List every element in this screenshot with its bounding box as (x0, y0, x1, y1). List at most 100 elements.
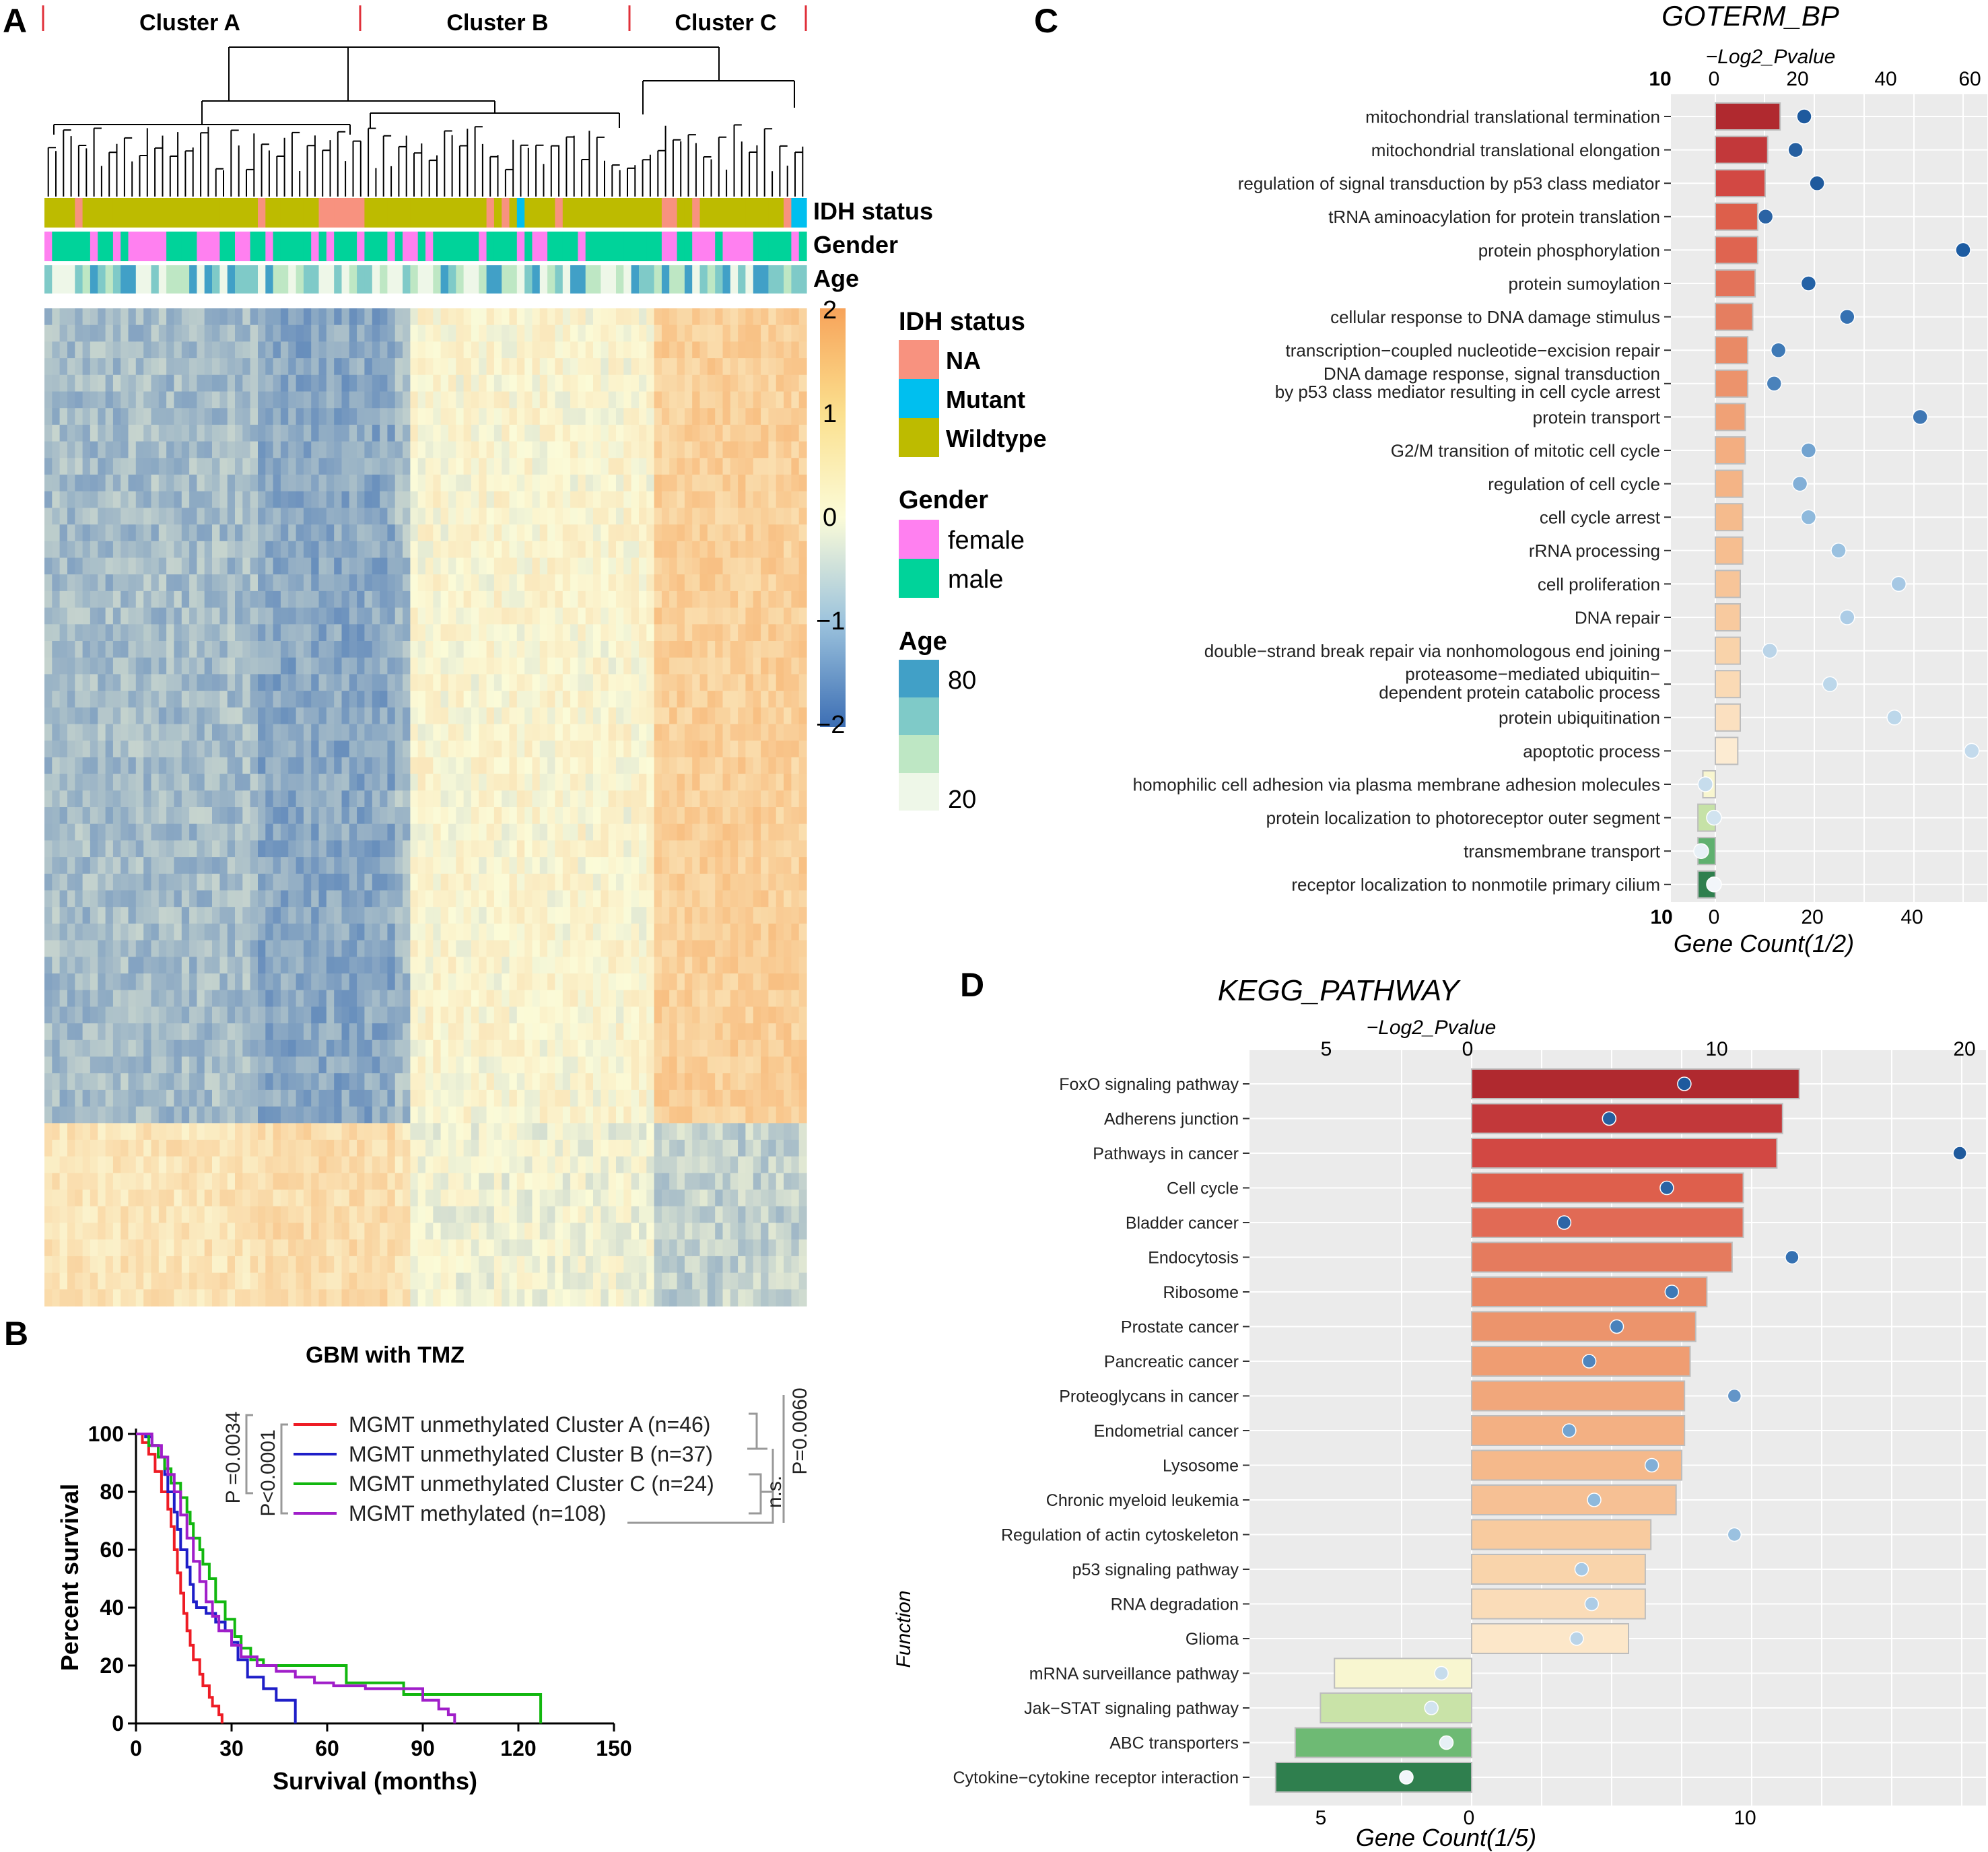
heatmap-cell (174, 1023, 182, 1041)
heatmap-cell (296, 907, 304, 924)
heatmap-cell (189, 341, 197, 359)
heatmap-cell (181, 1223, 190, 1240)
heatmap-cell (364, 823, 373, 841)
heatmap-cell (151, 475, 160, 492)
heatmap-cell (219, 641, 228, 658)
heatmap-cell (250, 1089, 259, 1107)
heatmap-cell (502, 491, 510, 508)
heatmap-cell (539, 557, 548, 575)
heatmap-cell (456, 990, 465, 1007)
heatmap-cell (52, 1056, 61, 1074)
heatmap-cell (82, 707, 91, 725)
heatmap-cell (456, 524, 465, 542)
heatmap-cell (570, 341, 578, 359)
heatmap-cell (448, 624, 456, 642)
heatmap-cell (219, 957, 228, 974)
gender-track-cell (242, 232, 251, 261)
heatmap-cell (471, 907, 479, 924)
heatmap-cell (151, 907, 160, 924)
heatmap-cell (197, 724, 205, 741)
heatmap-cell (326, 1123, 335, 1140)
heatmap-cell (204, 607, 213, 625)
heatmap-cell (181, 1156, 190, 1173)
heatmap-cell (204, 1256, 213, 1274)
heatmap-cell (135, 1006, 144, 1024)
heatmap-cell (417, 508, 426, 525)
heatmap-cell (326, 524, 335, 542)
heatmap-cell (44, 907, 53, 924)
heatmap-cell (410, 823, 419, 841)
heatmap-cell (433, 823, 442, 841)
heatmap-cell (105, 873, 114, 891)
heatmap-cell (463, 541, 472, 559)
heatmap-cell (75, 823, 83, 841)
heatmap-cell (98, 1073, 106, 1091)
idh-track-cell (440, 198, 449, 228)
heatmap-cell (227, 1206, 236, 1224)
heatmap-cell (318, 1006, 327, 1024)
heatmap-cell (562, 1073, 571, 1091)
heatmap-cell (502, 1206, 510, 1224)
heatmap-cell (75, 873, 83, 891)
heatmap-cell (250, 491, 259, 508)
heatmap-cell (121, 308, 129, 326)
heatmap-cell (539, 1289, 548, 1307)
idh-track-cell (258, 198, 266, 228)
heatmap-cell (616, 1206, 624, 1224)
heatmap-cell (524, 391, 533, 409)
heatmap-cell (395, 724, 403, 741)
gender-track-cell (174, 232, 182, 261)
heatmap-cell (181, 1206, 190, 1224)
heatmap-cell (235, 1173, 243, 1190)
heatmap-cell (578, 990, 586, 1007)
heatmap-cell (403, 524, 411, 542)
heatmap-cell (433, 524, 442, 542)
heatmap-cell (601, 840, 609, 858)
heatmap-cell (456, 1006, 465, 1024)
heatmap-cell (357, 857, 365, 874)
heatmap-cell (143, 674, 152, 691)
heatmap-cell (509, 1123, 518, 1140)
heatmap-cell (181, 1023, 190, 1041)
age-track-cell (471, 265, 479, 294)
heatmap-cell (242, 541, 251, 559)
heatmap-cell (219, 1089, 228, 1107)
heatmap-cell (158, 657, 167, 675)
heatmap-cell (280, 308, 289, 326)
heatmap-cell (357, 475, 365, 492)
heatmap-cell (547, 774, 555, 791)
heatmap-cell (128, 308, 137, 326)
heatmap-cell (326, 508, 335, 525)
heatmap-cell (158, 674, 167, 691)
heatmap-cell (158, 1089, 167, 1107)
heatmap-cell (181, 1073, 190, 1091)
age-track-cell (112, 265, 121, 294)
heatmap-cell (456, 957, 465, 974)
heatmap-cell (578, 857, 586, 874)
heatmap-cell (623, 857, 632, 874)
heatmap-cell (128, 541, 137, 559)
idh-track-cell (250, 198, 259, 228)
heatmap-cell (349, 674, 357, 691)
heatmap-cell (532, 890, 541, 907)
heatmap-cell (357, 840, 365, 858)
heatmap-cell (151, 1289, 160, 1307)
heatmap-cell (227, 1006, 236, 1024)
heatmap-cell (479, 774, 487, 791)
heatmap-cell (143, 724, 152, 741)
heatmap-cell (143, 807, 152, 825)
gender-track-cell (311, 232, 320, 261)
heatmap-cell (75, 1206, 83, 1224)
heatmap-cell (516, 508, 525, 525)
heatmap-cell (158, 308, 167, 326)
heatmap-cell (44, 973, 53, 991)
heatmap-cell (456, 1223, 465, 1240)
heatmap-cell (318, 1223, 327, 1240)
heatmap-cell (166, 674, 174, 691)
heatmap-cell (417, 757, 426, 775)
heatmap-cell (417, 607, 426, 625)
heatmap-cell (197, 1289, 205, 1307)
heatmap-cell (532, 358, 541, 376)
heatmap-cell (539, 823, 548, 841)
heatmap-cell (463, 1156, 472, 1173)
